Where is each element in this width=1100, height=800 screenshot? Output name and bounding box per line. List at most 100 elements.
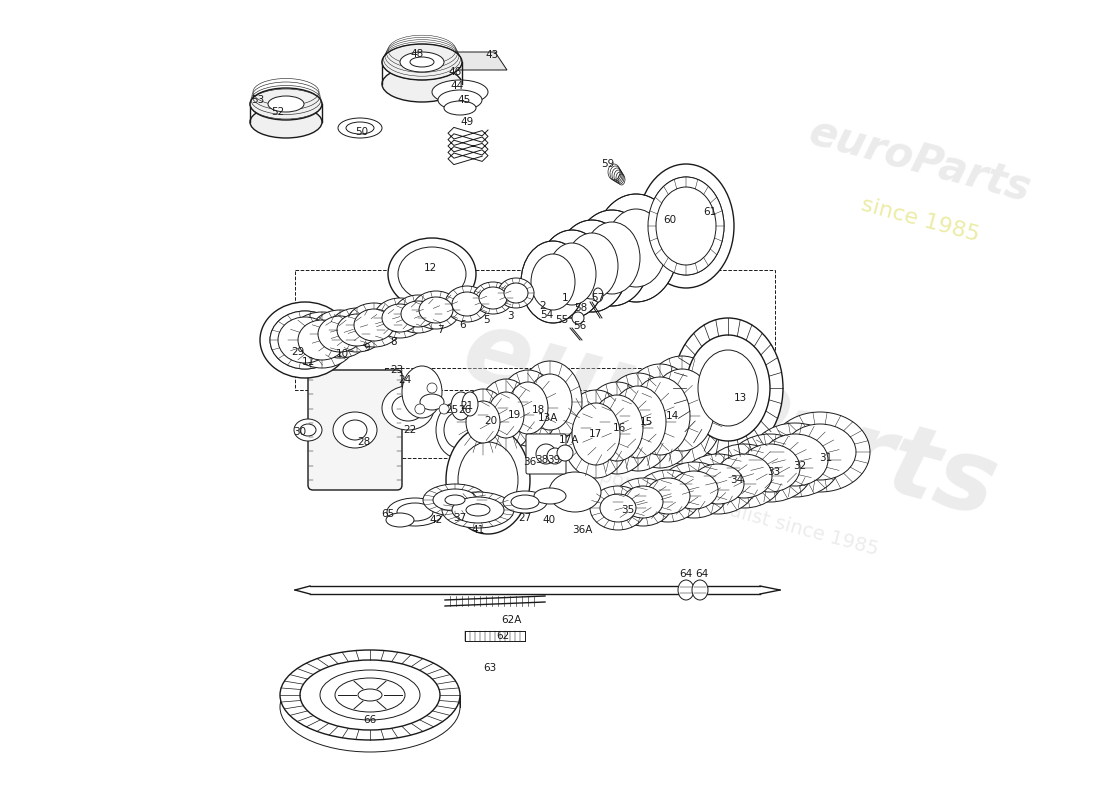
Ellipse shape <box>410 57 435 67</box>
Text: 3: 3 <box>507 311 514 321</box>
Ellipse shape <box>686 335 770 441</box>
Ellipse shape <box>374 298 426 338</box>
Ellipse shape <box>318 316 362 352</box>
Text: 20: 20 <box>484 416 497 426</box>
Ellipse shape <box>446 495 465 505</box>
Text: 22: 22 <box>404 425 417 435</box>
Ellipse shape <box>547 448 563 464</box>
Ellipse shape <box>270 311 340 369</box>
Text: 11: 11 <box>301 357 315 367</box>
Ellipse shape <box>512 495 539 509</box>
Text: 62A: 62A <box>500 615 521 625</box>
Ellipse shape <box>572 312 584 324</box>
Text: 19: 19 <box>507 410 520 420</box>
Ellipse shape <box>358 689 382 701</box>
Ellipse shape <box>503 491 547 513</box>
Ellipse shape <box>446 286 490 322</box>
Text: 10: 10 <box>336 349 349 359</box>
Ellipse shape <box>584 222 640 294</box>
Text: 9: 9 <box>364 343 371 353</box>
Ellipse shape <box>452 497 504 523</box>
Ellipse shape <box>260 302 350 378</box>
Ellipse shape <box>613 478 673 526</box>
Text: since 1985: since 1985 <box>859 194 981 246</box>
Ellipse shape <box>462 392 478 416</box>
Text: 49: 49 <box>461 117 474 127</box>
Ellipse shape <box>678 580 694 600</box>
Text: 33: 33 <box>768 467 781 477</box>
Ellipse shape <box>442 492 514 528</box>
Text: 55: 55 <box>556 315 569 325</box>
Text: 12: 12 <box>424 263 437 273</box>
Text: 16: 16 <box>613 423 626 433</box>
Ellipse shape <box>574 210 650 306</box>
Ellipse shape <box>382 386 435 430</box>
FancyBboxPatch shape <box>526 434 566 474</box>
Ellipse shape <box>387 498 443 526</box>
Text: 7: 7 <box>437 325 443 335</box>
Text: 38: 38 <box>536 455 549 465</box>
Ellipse shape <box>280 650 460 740</box>
Ellipse shape <box>749 423 842 497</box>
Ellipse shape <box>452 292 482 316</box>
Ellipse shape <box>536 444 556 464</box>
Ellipse shape <box>466 504 490 516</box>
Ellipse shape <box>419 297 453 323</box>
Text: 63: 63 <box>483 663 496 673</box>
Ellipse shape <box>388 238 476 310</box>
Text: 45: 45 <box>458 95 471 105</box>
Ellipse shape <box>310 310 370 358</box>
Ellipse shape <box>566 233 618 299</box>
Text: 2: 2 <box>540 301 547 311</box>
Ellipse shape <box>478 379 534 451</box>
Ellipse shape <box>436 402 480 458</box>
Ellipse shape <box>784 424 856 480</box>
Text: 66: 66 <box>363 715 376 725</box>
Bar <box>385 368 760 458</box>
Text: 40: 40 <box>542 515 556 525</box>
Ellipse shape <box>446 426 530 534</box>
Ellipse shape <box>400 52 444 72</box>
Ellipse shape <box>398 247 466 301</box>
Ellipse shape <box>439 404 449 414</box>
Text: 17A: 17A <box>559 435 580 445</box>
Text: 31: 31 <box>820 453 833 463</box>
Text: 18: 18 <box>531 405 544 415</box>
Ellipse shape <box>451 392 471 420</box>
Ellipse shape <box>630 377 690 455</box>
Ellipse shape <box>531 254 575 310</box>
Text: 13: 13 <box>734 393 747 403</box>
Ellipse shape <box>620 364 700 468</box>
Ellipse shape <box>392 395 424 421</box>
Text: 35: 35 <box>621 505 635 515</box>
Text: 15: 15 <box>639 417 652 427</box>
Ellipse shape <box>593 288 603 302</box>
Text: 32: 32 <box>793 461 806 471</box>
Text: 37: 37 <box>453 513 466 523</box>
Ellipse shape <box>444 412 472 448</box>
Ellipse shape <box>458 442 518 518</box>
Text: 61: 61 <box>703 207 716 217</box>
Ellipse shape <box>646 478 690 514</box>
Text: 13A: 13A <box>538 413 558 423</box>
Ellipse shape <box>346 122 374 134</box>
Ellipse shape <box>300 660 440 730</box>
Text: a porsche specialist since 1985: a porsche specialist since 1985 <box>580 462 880 558</box>
Text: 50: 50 <box>355 127 368 137</box>
Ellipse shape <box>346 303 402 347</box>
Ellipse shape <box>610 386 665 458</box>
Ellipse shape <box>504 283 528 303</box>
Text: 43: 43 <box>485 50 498 60</box>
Bar <box>295 270 776 390</box>
Ellipse shape <box>498 278 534 308</box>
Text: 52: 52 <box>272 107 285 117</box>
Text: 46: 46 <box>449 67 462 77</box>
Ellipse shape <box>270 311 340 369</box>
Ellipse shape <box>354 309 394 341</box>
Ellipse shape <box>432 80 488 104</box>
Ellipse shape <box>288 312 356 368</box>
Ellipse shape <box>433 489 477 511</box>
Ellipse shape <box>770 412 870 492</box>
Ellipse shape <box>438 90 482 110</box>
Ellipse shape <box>638 164 734 288</box>
